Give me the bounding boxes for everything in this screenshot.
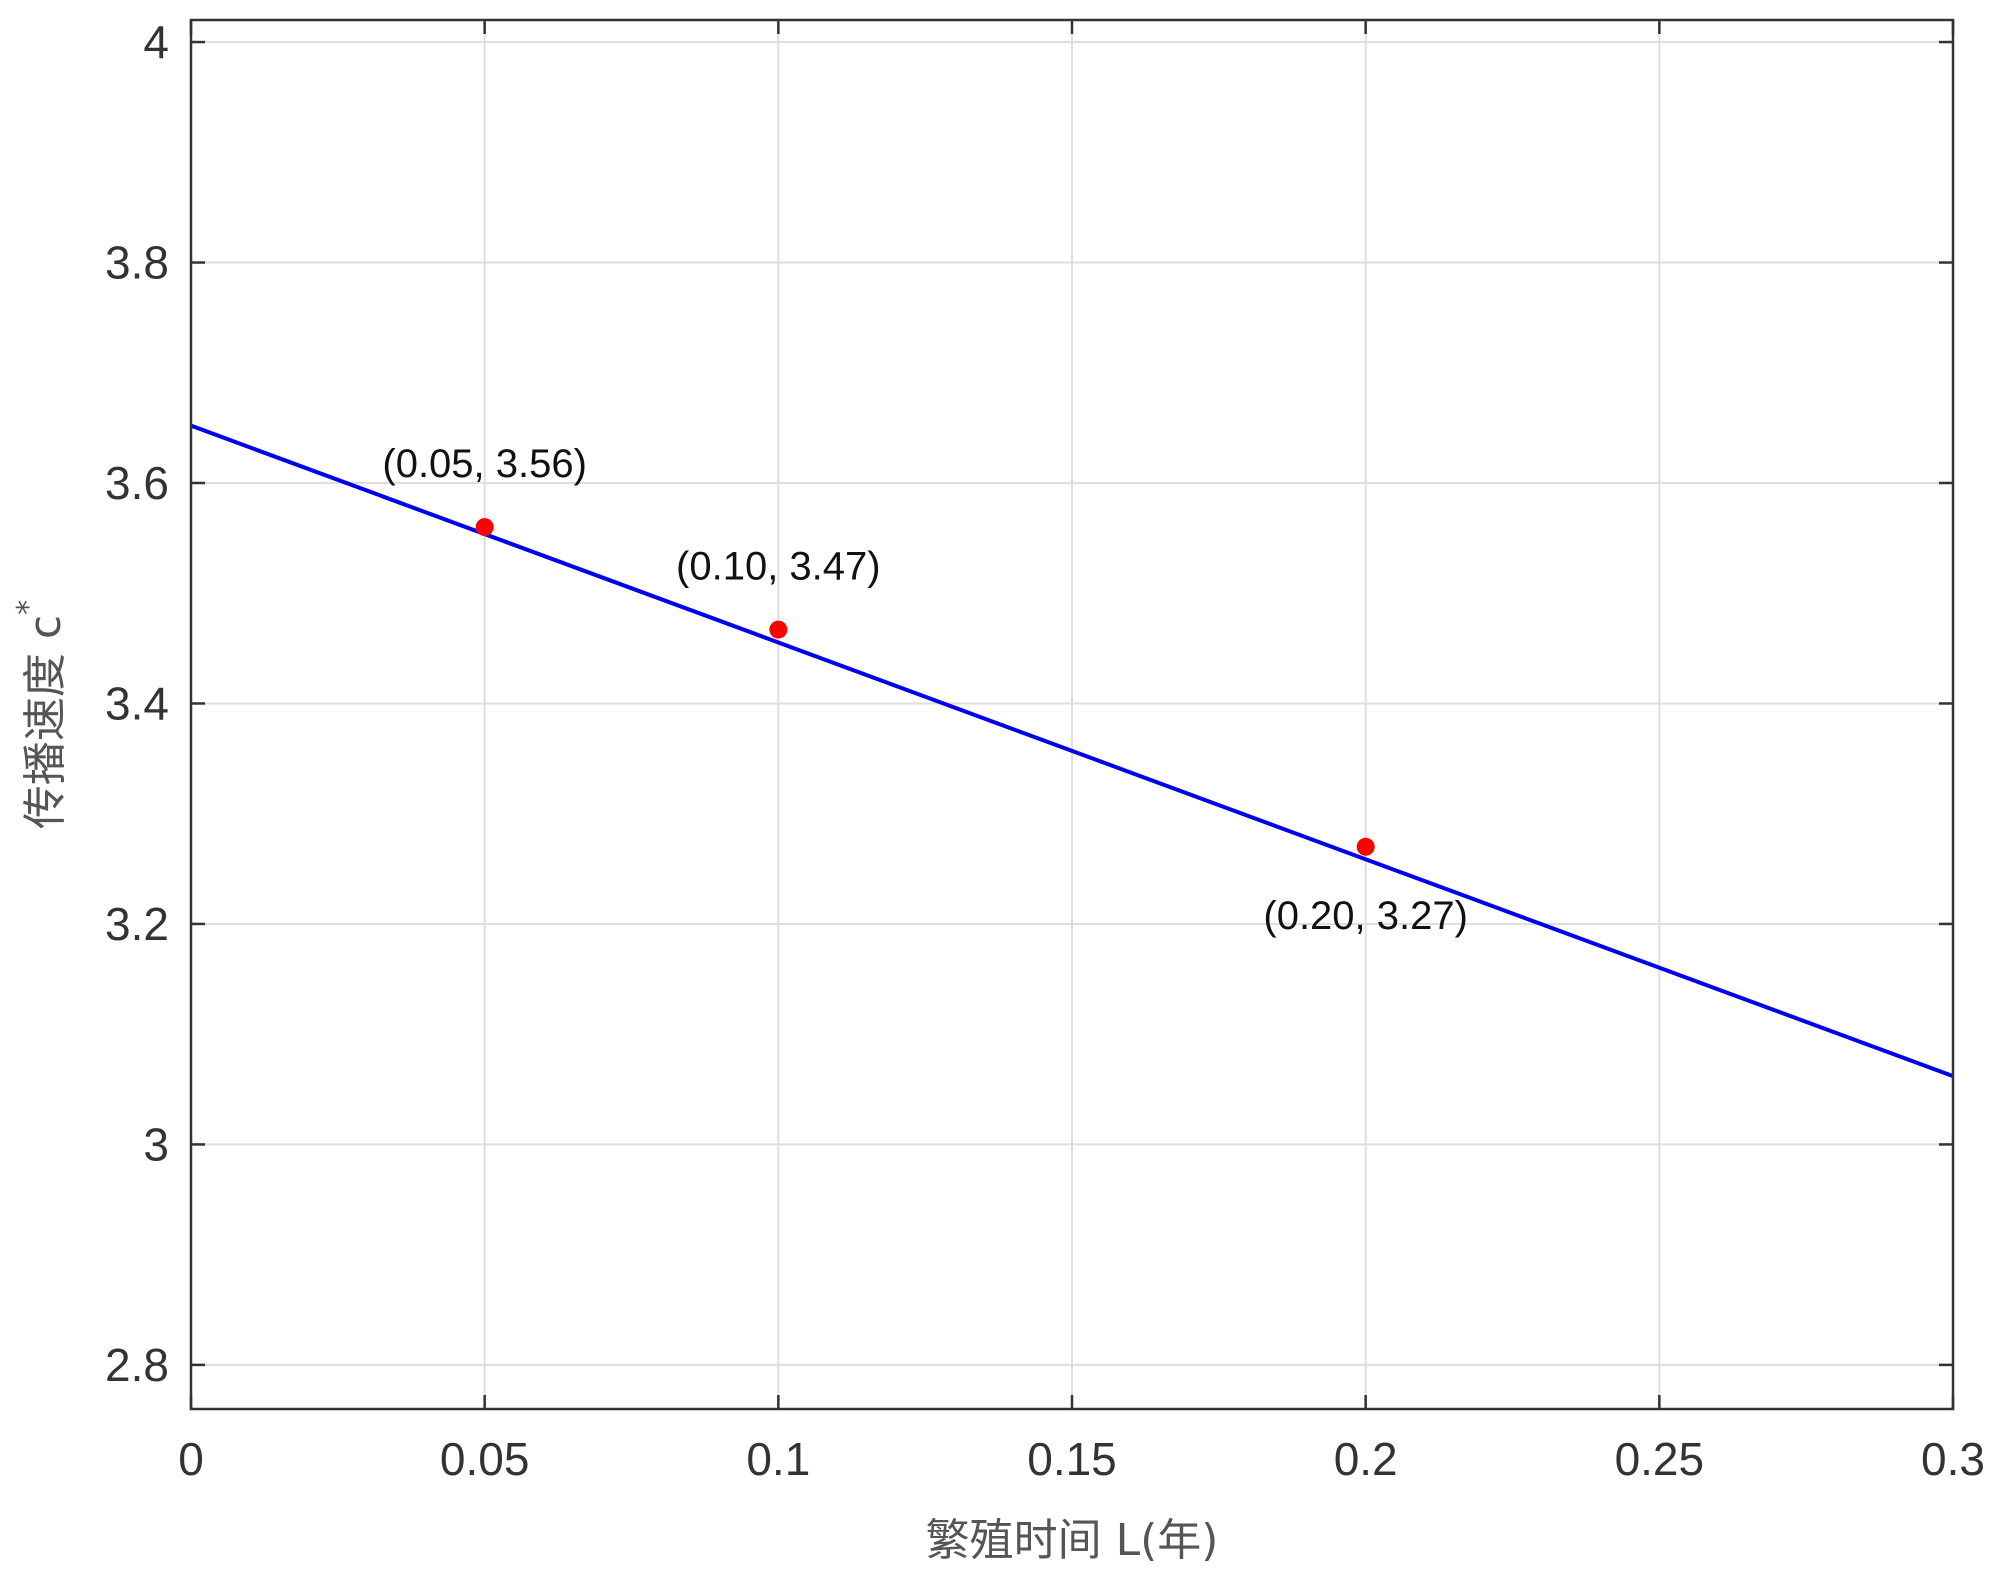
ticks: 0 0.05 0.1 0.15 0.2 0.25 0.3 2.8 3 3.2 3.4 3.6 3.8 4 <box>105 16 1985 1485</box>
x-tick-label: 0.25 <box>1615 1433 1705 1485</box>
data-point <box>1356 837 1375 856</box>
data-point-label: (0.20, 3.27) <box>1263 894 1468 938</box>
x-axis-title: 繁殖时间 L(年) <box>926 1515 1219 1566</box>
x-tick-label: 0.1 <box>746 1433 810 1485</box>
y-tick-label: 3.4 <box>105 677 169 729</box>
y-axis-title-group: 传播速度 c* <box>11 600 71 829</box>
x-tick-label: 0 <box>178 1433 204 1485</box>
data-point-label: (0.05, 3.56) <box>382 442 587 486</box>
y-tick-label: 3.2 <box>105 898 169 950</box>
y-axis-title-main: 传播速度 c <box>20 615 71 829</box>
y-axis-title-superscript: * <box>11 600 46 615</box>
x-tick-label: 0.3 <box>1921 1433 1985 1485</box>
y-tick-label: 4 <box>143 16 169 68</box>
x-tick-label: 0.2 <box>1334 1433 1398 1485</box>
grid <box>190 20 1954 1409</box>
y-tick-label: 3.8 <box>105 237 169 289</box>
x-tick-label: 0.15 <box>1027 1433 1117 1485</box>
x-tick-label: 0.05 <box>440 1433 530 1485</box>
data-point <box>475 518 494 537</box>
y-tick-label: 3 <box>143 1118 169 1170</box>
marked-points: (0.05, 3.56) (0.10, 3.47) (0.20, 3.27) <box>382 442 1468 938</box>
y-tick-label: 3.6 <box>105 457 169 509</box>
y-tick-label: 2.8 <box>105 1339 169 1391</box>
y-axis-title: 传播速度 c* <box>11 600 71 829</box>
data-point <box>769 620 788 639</box>
data-point-label: (0.10, 3.47) <box>676 545 881 589</box>
